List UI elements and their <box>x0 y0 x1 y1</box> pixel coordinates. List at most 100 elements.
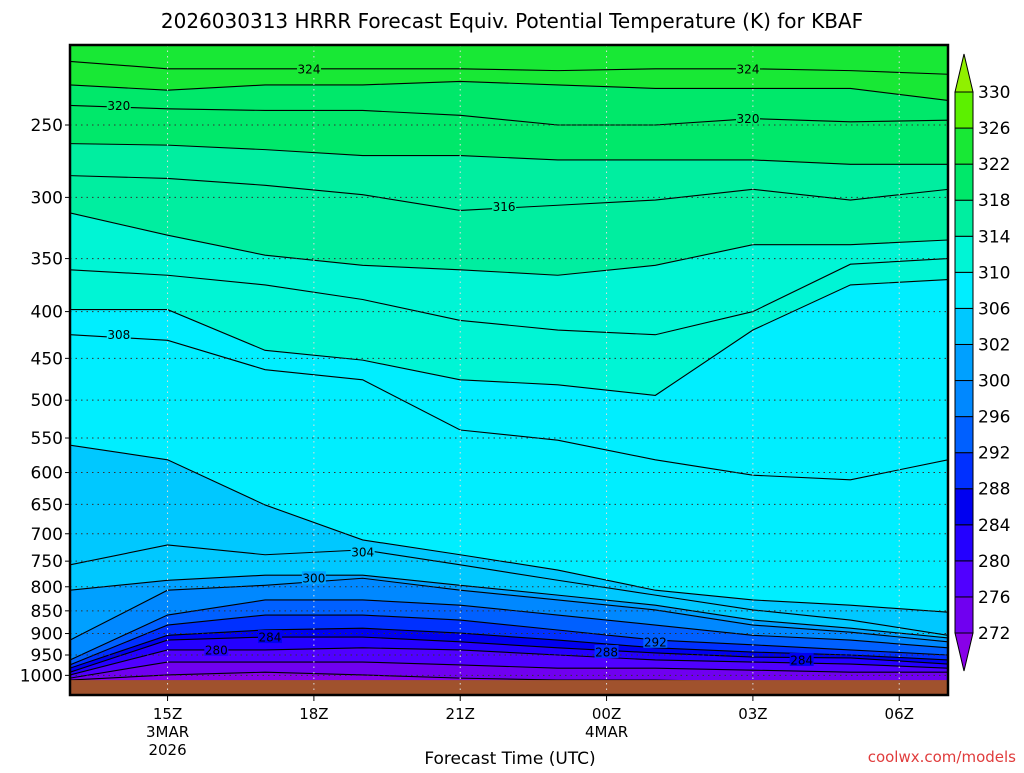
contour-line-320 <box>70 104 948 126</box>
colorbar-label: 296 <box>978 408 1010 428</box>
x-tick-label: 18Z <box>299 705 328 723</box>
contour-line-310 <box>70 279 948 396</box>
y-tick-label: 850 <box>31 602 63 622</box>
contour-line-318 <box>70 143 948 165</box>
credit-text: coolwx.com/models <box>868 748 1016 766</box>
contour-label-bg <box>301 571 326 585</box>
contour-label-bg <box>492 199 517 213</box>
colorbar-arrow-top <box>954 53 974 93</box>
contour-line-276 <box>70 661 948 679</box>
y-tick-label: 600 <box>31 464 63 484</box>
contour-line-302 <box>70 574 948 639</box>
contour-line-300 <box>70 577 948 643</box>
contour-line-312 <box>70 258 948 336</box>
contour-label-bg <box>736 111 761 125</box>
filled-contours: 324 324 320 320 316 308 304 300 284 280 292 288 284 <box>70 45 948 695</box>
colorbar-label: 292 <box>978 444 1010 464</box>
x-tick-label: 15Z <box>153 705 182 723</box>
y-axis: 250 300 350 400 450 500 550 600 650 700 750 800 850 9… <box>20 116 70 686</box>
contour-label: 300 <box>302 572 325 586</box>
y-tick-label: 400 <box>31 303 63 323</box>
contour-label: 324 <box>737 62 760 76</box>
colorbar-arrow-bottom <box>954 632 974 672</box>
y-tick-label: 950 <box>31 646 63 666</box>
colorbar-label: 310 <box>978 263 1010 283</box>
contour-label-bg <box>257 630 282 644</box>
contour-label: 324 <box>298 62 321 76</box>
colorbar-label: 306 <box>978 299 1010 319</box>
x-tick-year: 2026 <box>148 741 186 759</box>
y-tick-label: 500 <box>31 391 63 411</box>
contour-label: 304 <box>351 546 374 560</box>
plot-area: 324 324 320 320 316 308 304 300 284 280 292 288 284 <box>68 43 950 697</box>
x-tick-date: 4MAR <box>585 723 628 741</box>
colorbar-band <box>954 380 974 418</box>
contour-label: 308 <box>107 328 130 342</box>
contour-label-bg <box>594 645 619 659</box>
colorbar-label: 302 <box>978 335 1010 355</box>
contour-line-296 <box>70 599 948 661</box>
chart-title: 2026030313 HRRR Forecast Equiv. Potentia… <box>161 9 863 33</box>
colorbar-label: 322 <box>978 155 1010 175</box>
colorbar-label: 326 <box>978 119 1010 139</box>
contour-label: 284 <box>259 631 282 645</box>
contour-label: 320 <box>107 99 130 113</box>
contour-label-bg <box>106 327 131 341</box>
contour-line-306 <box>70 444 948 613</box>
contour-label-bg <box>297 61 322 75</box>
colorbar-label: 276 <box>978 588 1010 608</box>
x-axis-label: Forecast Time (UTC) <box>424 749 595 768</box>
y-tick-label: 900 <box>31 625 63 645</box>
colorbar-band <box>954 307 974 345</box>
contour-label-bg <box>736 61 761 75</box>
colorbar-band <box>954 416 974 454</box>
contour-label-bg <box>789 652 814 666</box>
colorbar-band <box>954 91 974 129</box>
contour-line-308 <box>70 334 948 481</box>
colorbar-band <box>954 343 974 382</box>
colorbar-band <box>954 452 974 490</box>
colorbar-label: 300 <box>978 372 1010 392</box>
x-tick-label: 21Z <box>446 705 475 723</box>
y-tick-label: 300 <box>31 188 63 208</box>
x-tick-date: 3MAR <box>146 723 189 741</box>
x-tick-label: 03Z <box>738 705 767 723</box>
contour-line-304 <box>70 544 948 636</box>
colorbar-band <box>954 271 974 309</box>
colorbar-label: 280 <box>978 552 1010 572</box>
colorbar-label: 284 <box>978 516 1010 536</box>
contour-label: 288 <box>595 646 618 660</box>
ground-fill <box>70 680 948 695</box>
x-tick-label: 00Z <box>592 705 621 723</box>
contour-label: 284 <box>790 653 813 667</box>
contour-label-bg <box>204 642 229 656</box>
y-tick-label: 1000 <box>20 666 63 686</box>
contour-line-324 <box>70 60 948 75</box>
contour-label: 292 <box>644 635 667 649</box>
colorbar-band <box>954 560 974 598</box>
y-tick-label: 800 <box>31 578 63 598</box>
y-tick-label: 550 <box>31 429 63 449</box>
y-tick-label: 350 <box>31 250 63 270</box>
contour-line-322 <box>70 80 948 101</box>
contour-line-292 <box>70 614 948 666</box>
colorbar-band <box>954 127 974 165</box>
plot-frame <box>68 43 950 697</box>
x-tick-label: 06Z <box>885 705 914 723</box>
contour-label: 320 <box>737 112 760 126</box>
colorbar-label: 314 <box>978 227 1010 247</box>
colorbar-band <box>954 199 974 237</box>
colorbar-band <box>954 235 974 273</box>
colorbar: 272 276 280 284 288 292 296 300 302 306 310 314 318 3… <box>954 53 1010 672</box>
contour-label-bg <box>643 634 668 648</box>
contour-label-bg <box>350 545 375 559</box>
colorbar-label: 318 <box>978 191 1010 211</box>
y-tick-label: 450 <box>31 349 63 369</box>
colorbar-label: 272 <box>978 624 1010 644</box>
contour-label: 280 <box>205 643 228 657</box>
colorbar-label: 288 <box>978 480 1010 500</box>
y-tick-label: 700 <box>31 525 63 545</box>
colorbar-band <box>954 488 974 526</box>
y-tick-label: 750 <box>31 552 63 572</box>
